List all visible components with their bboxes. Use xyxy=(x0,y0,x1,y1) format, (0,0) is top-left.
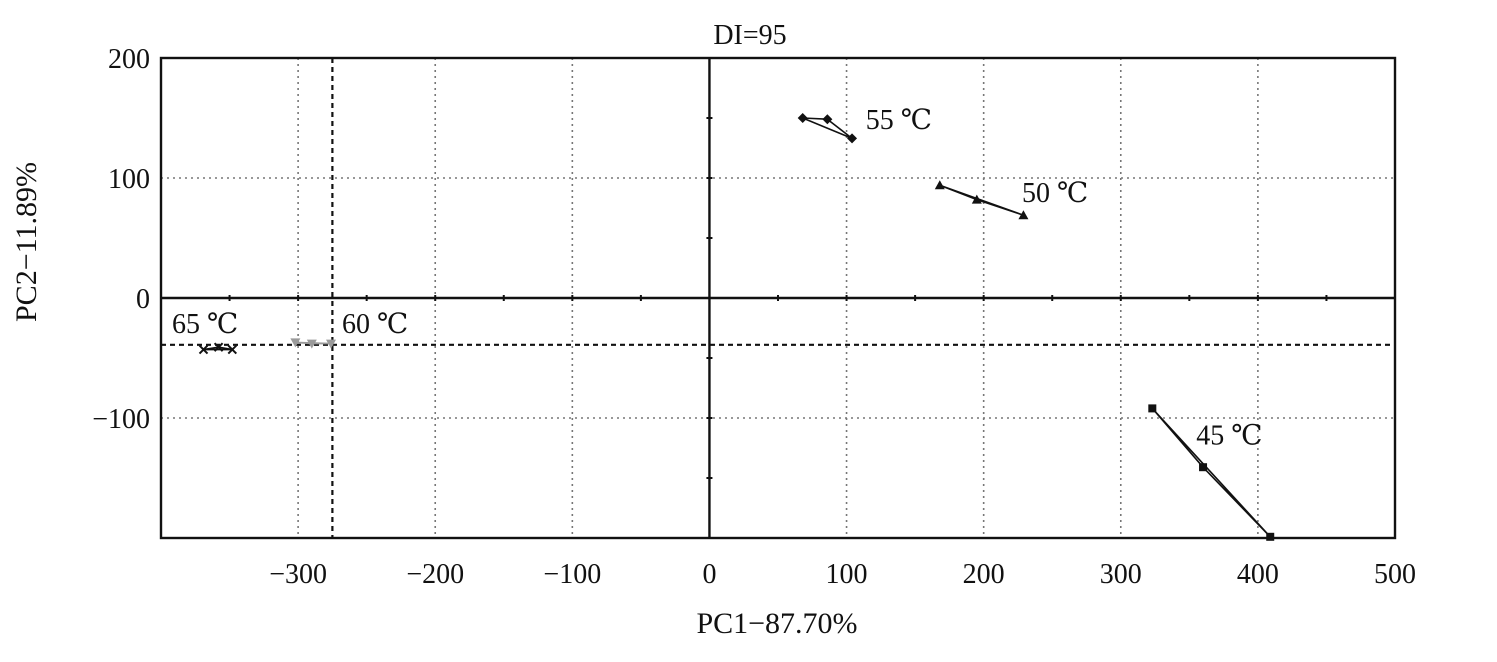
plot-frame xyxy=(159,56,1397,540)
series-outline xyxy=(938,184,1025,216)
series-3 xyxy=(290,338,337,349)
series-label: 65 ℃ xyxy=(172,309,238,340)
series-outline xyxy=(801,117,853,140)
series-2 xyxy=(1148,404,1275,541)
data-point xyxy=(797,113,808,123)
tick-labels: −300 −200 −100 0 100 200 300 400 500 −100 0 100 200 xyxy=(92,44,1416,590)
x-tick-label: −100 xyxy=(543,559,601,590)
reference-lines xyxy=(161,58,1395,538)
x-tick-label: 400 xyxy=(1237,559,1279,590)
data-series xyxy=(198,113,1275,541)
x-tick-label: 300 xyxy=(1100,559,1142,590)
data-point xyxy=(1199,463,1208,472)
data-point xyxy=(971,194,982,204)
x-tick-label: −300 xyxy=(269,559,327,590)
chart-title: DI=95 xyxy=(713,20,786,51)
series-label: 50 ℃ xyxy=(1022,178,1088,209)
y-axis-title: PC2−11.89% xyxy=(10,162,43,322)
data-point xyxy=(1018,210,1029,220)
data-point xyxy=(934,180,945,190)
y-tick-label: −100 xyxy=(92,404,150,435)
x-tick-label: 0 xyxy=(702,559,716,590)
data-point xyxy=(198,344,209,355)
series-4 xyxy=(198,342,238,355)
series-label: 60 ℃ xyxy=(342,309,408,340)
data-point xyxy=(213,342,224,352)
x-axis-title: PC1−87.70% xyxy=(696,607,857,640)
data-point xyxy=(326,339,337,349)
x-tick-label: 500 xyxy=(1374,559,1416,590)
data-point xyxy=(290,338,301,348)
axes xyxy=(159,56,1397,540)
series-label: 45 ℃ xyxy=(1196,420,1262,451)
series-label: 55 ℃ xyxy=(866,105,932,136)
data-point xyxy=(1148,404,1157,413)
series-0 xyxy=(797,113,858,144)
data-point xyxy=(822,114,833,125)
series-outline xyxy=(202,346,234,351)
y-tick-label: 100 xyxy=(108,164,150,195)
series-1 xyxy=(934,180,1029,220)
data-point xyxy=(227,344,238,355)
y-tick-label: 200 xyxy=(108,44,150,75)
x-tick-label: −200 xyxy=(406,559,464,590)
series-labels: 55 ℃ 50 ℃ 45 ℃ 60 ℃ 65 ℃ xyxy=(172,105,1263,452)
y-tick-label: 0 xyxy=(136,284,150,315)
x-tick-label: 200 xyxy=(963,559,1005,590)
data-point xyxy=(306,339,317,349)
data-point xyxy=(1266,532,1275,541)
series-outline xyxy=(1151,407,1272,538)
x-tick-label: 100 xyxy=(826,559,868,590)
data-point xyxy=(847,133,858,144)
